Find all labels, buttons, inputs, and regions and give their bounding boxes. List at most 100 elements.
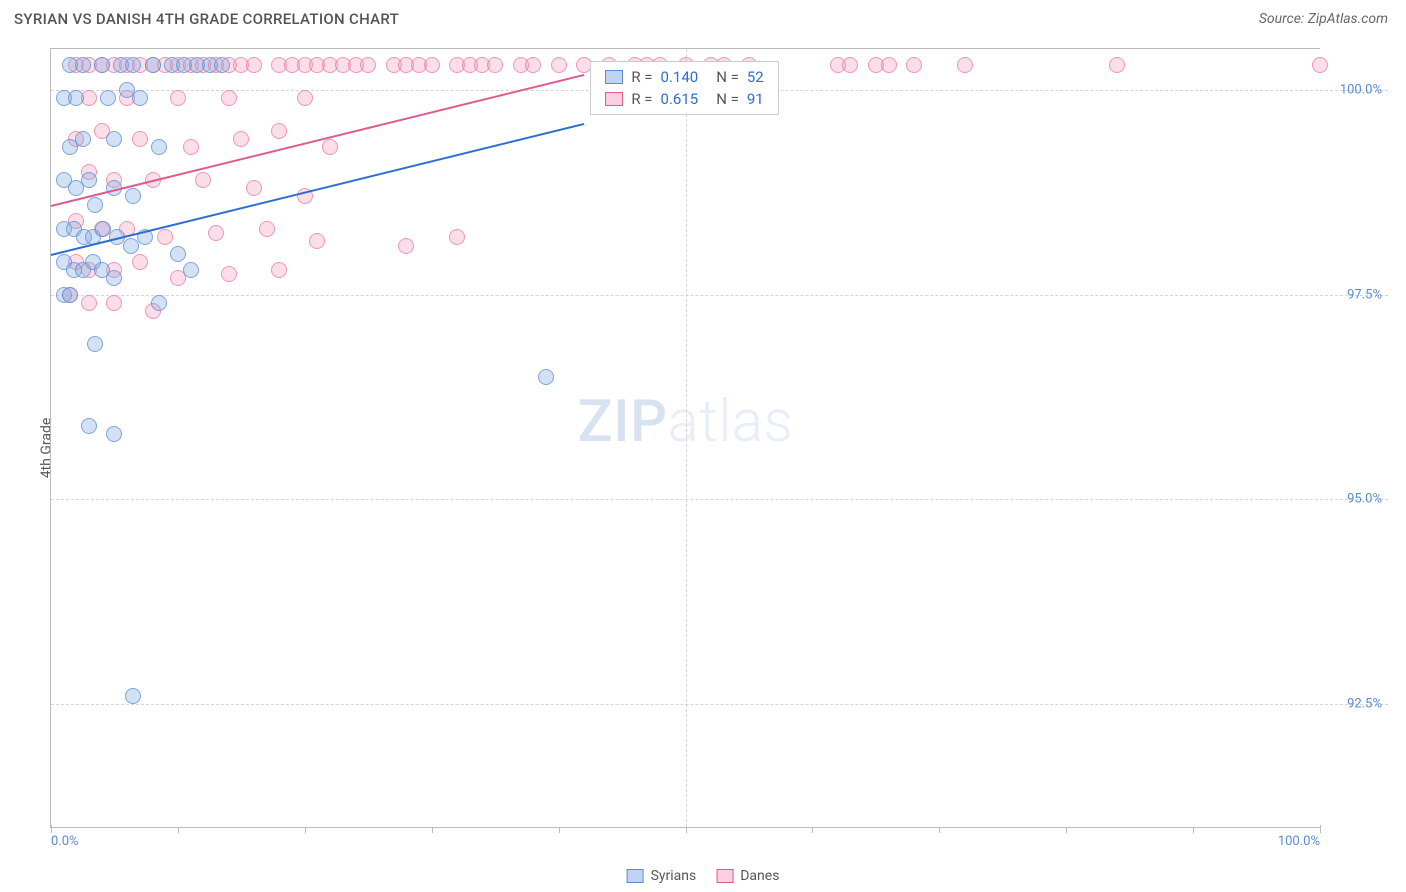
- data-point: [151, 295, 167, 311]
- y-tick-label: 100.0%: [1340, 82, 1382, 97]
- y-tick-label: 92.5%: [1347, 697, 1382, 712]
- data-point: [106, 131, 122, 147]
- legend-label-a: Syrians: [651, 868, 697, 884]
- data-point: [221, 266, 237, 282]
- stats-n-label: N =: [716, 68, 739, 86]
- gridline-v: [686, 49, 687, 827]
- x-tick-label: 0.0%: [51, 834, 79, 849]
- data-point: [106, 426, 122, 442]
- x-tick-minor: [432, 827, 433, 833]
- data-point: [100, 90, 116, 106]
- data-point: [68, 90, 84, 106]
- data-point: [145, 57, 161, 73]
- stats-r-value-a: 0.140: [661, 68, 699, 86]
- data-point: [259, 221, 275, 237]
- data-point: [906, 57, 922, 73]
- data-point: [132, 131, 148, 147]
- x-tick-minor: [178, 827, 179, 833]
- x-tick-major: [1320, 825, 1321, 833]
- data-point: [309, 233, 325, 249]
- data-point: [957, 57, 973, 73]
- data-point: [360, 57, 376, 73]
- data-point: [94, 57, 110, 73]
- data-point: [487, 57, 503, 73]
- data-point: [214, 57, 230, 73]
- data-point: [525, 57, 541, 73]
- data-point: [271, 262, 287, 278]
- gridline-h: [51, 499, 1388, 500]
- data-point: [297, 90, 313, 106]
- plot-area: ZIPatlas 100.0%97.5%95.0%92.5%0.0%100.0%…: [50, 48, 1320, 828]
- x-tick-minor: [305, 827, 306, 833]
- x-tick-minor: [1193, 827, 1194, 833]
- x-tick-major: [51, 825, 52, 833]
- data-point: [125, 188, 141, 204]
- data-point: [106, 270, 122, 286]
- data-point: [246, 180, 262, 196]
- data-point: [87, 336, 103, 352]
- stats-r-label: R =: [631, 68, 652, 86]
- data-point: [75, 57, 91, 73]
- stats-r-value-b: 0.615: [661, 90, 699, 108]
- data-point: [170, 90, 186, 106]
- data-point: [81, 418, 97, 434]
- data-point: [881, 57, 897, 73]
- x-tick-minor: [812, 827, 813, 833]
- data-point: [157, 229, 173, 245]
- gridline-h: [51, 295, 1388, 296]
- stats-n-label: N =: [716, 90, 739, 108]
- stats-r-label: R =: [631, 90, 652, 108]
- data-point: [1312, 57, 1328, 73]
- stats-swatch-b: [605, 92, 623, 106]
- data-point: [233, 131, 249, 147]
- stats-swatch-a: [605, 70, 623, 84]
- data-point: [449, 229, 465, 245]
- stats-n-value-a: 52: [747, 68, 764, 86]
- data-point: [195, 172, 211, 188]
- stats-row-b: R = 0.615 N = 91: [591, 88, 777, 110]
- data-point: [842, 57, 858, 73]
- data-point: [551, 57, 567, 73]
- data-point: [132, 254, 148, 270]
- data-point: [75, 131, 91, 147]
- data-point: [62, 287, 78, 303]
- data-point: [132, 90, 148, 106]
- stats-n-value-b: 91: [747, 90, 764, 108]
- x-tick-minor: [559, 827, 560, 833]
- data-point: [183, 139, 199, 155]
- data-point: [398, 238, 414, 254]
- data-point: [1109, 57, 1125, 73]
- data-point: [81, 295, 97, 311]
- data-point: [151, 139, 167, 155]
- chart-title: SYRIAN VS DANISH 4TH GRADE CORRELATION C…: [14, 10, 399, 28]
- legend-swatch-a: [627, 869, 644, 883]
- stats-box: R = 0.140 N = 52 R = 0.615 N = 91: [590, 61, 778, 115]
- x-tick-minor: [1066, 827, 1067, 833]
- gridline-h: [51, 704, 1388, 705]
- data-point: [246, 57, 262, 73]
- data-point: [538, 369, 554, 385]
- stats-row-a: R = 0.140 N = 52: [591, 66, 777, 88]
- data-point: [170, 246, 186, 262]
- chart-container: 4th Grade ZIPatlas 100.0%97.5%95.0%92.5%…: [50, 48, 1388, 848]
- legend: Syrians Danes: [627, 868, 780, 884]
- legend-label-b: Danes: [740, 868, 779, 884]
- data-point: [208, 225, 224, 241]
- data-point: [322, 139, 338, 155]
- data-point: [106, 295, 122, 311]
- legend-swatch-b: [716, 869, 733, 883]
- data-point: [87, 197, 103, 213]
- data-point: [221, 90, 237, 106]
- x-tick-minor: [939, 827, 940, 833]
- legend-item-syrians: Syrians: [627, 868, 697, 884]
- data-point: [424, 57, 440, 73]
- data-point: [81, 172, 97, 188]
- legend-item-danes: Danes: [716, 868, 779, 884]
- data-point: [183, 262, 199, 278]
- x-tick-label: 100.0%: [1278, 834, 1320, 849]
- source-attribution: Source: ZipAtlas.com: [1259, 11, 1388, 27]
- data-point: [271, 123, 287, 139]
- data-point: [125, 57, 141, 73]
- y-tick-label: 97.5%: [1347, 287, 1382, 302]
- data-point: [125, 688, 141, 704]
